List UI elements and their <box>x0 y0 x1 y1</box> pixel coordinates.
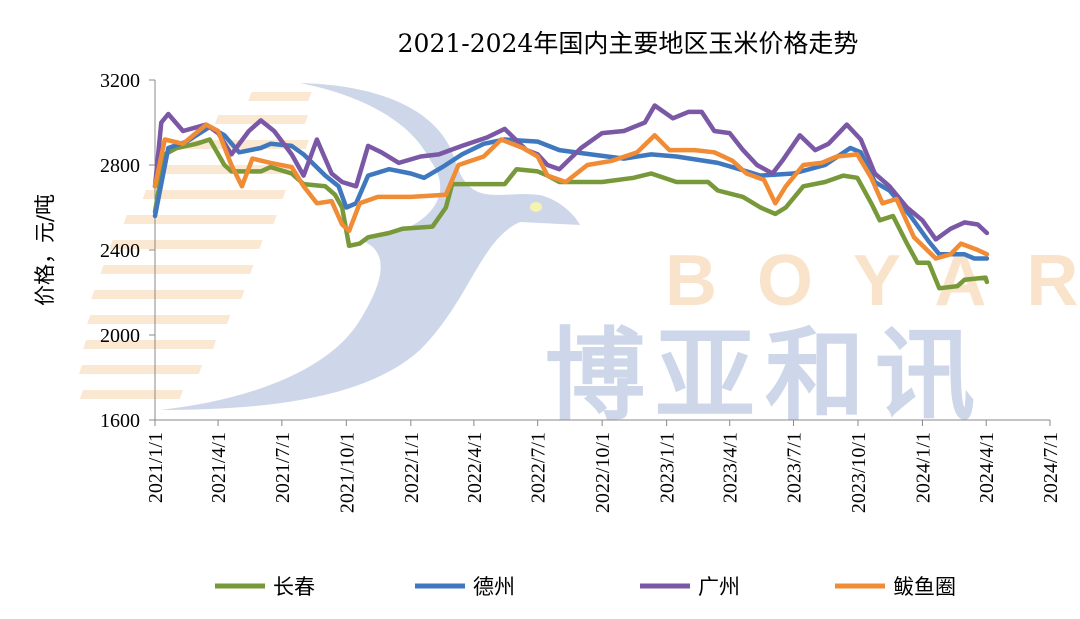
watermark-bird-eye <box>530 202 542 212</box>
y-ticks: 1600 2000 2400 2800 3200 <box>100 70 155 432</box>
x-tick-label: 2021/4/1 <box>208 432 230 503</box>
x-tick-label: 2022/10/1 <box>592 432 614 513</box>
y-tick-label: 2400 <box>100 240 140 262</box>
series-line-2 <box>152 103 990 242</box>
y-tick-label: 2800 <box>100 155 140 177</box>
x-tick-label: 2024/7/1 <box>1040 432 1062 503</box>
series-line-3 <box>152 122 990 261</box>
x-tick-label: 2023/10/1 <box>848 432 870 513</box>
x-tick-label: 2021/10/1 <box>336 432 358 513</box>
x-tick-label: 2024/1/1 <box>912 432 934 503</box>
watermark-logo: BOYAR 博亚和讯 <box>78 83 1080 434</box>
x-tick-label: 2021/7/1 <box>272 432 294 503</box>
legend-item: 广州 <box>640 575 740 599</box>
x-tick-label: 2022/7/1 <box>528 432 550 503</box>
x-tick-label: 2022/4/1 <box>464 432 486 503</box>
watermark-chinese: 博亚和讯 <box>545 317 985 434</box>
x-tick-label: 2023/7/1 <box>783 432 805 503</box>
chart-title: 2021-2024年国内主要地区玉米价格走势 <box>398 29 859 58</box>
legend-item: 鲅鱼圈 <box>835 575 956 599</box>
legend: 长春 德州 广州 鲅鱼圈 <box>215 575 956 599</box>
legend-label: 德州 <box>473 575 515 599</box>
watermark-latin: BOYAR <box>665 241 1080 321</box>
series-lines <box>152 103 990 291</box>
legend-label: 长春 <box>273 575 315 599</box>
legend-item: 德州 <box>415 575 515 599</box>
x-tick-label: 2022/1/1 <box>401 432 423 503</box>
x-tick-label: 2024/4/1 <box>976 432 998 503</box>
y-axis-label: 价格，元/吨 <box>33 194 57 306</box>
x-tick-label: 2021/1/1 <box>145 432 167 503</box>
legend-item: 长春 <box>215 575 315 599</box>
legend-label: 鲅鱼圈 <box>893 575 956 599</box>
legend-label: 广州 <box>698 575 740 599</box>
y-tick-label: 3200 <box>100 70 140 92</box>
watermark-bird <box>160 83 580 410</box>
y-tick-label: 1600 <box>100 410 140 432</box>
x-tick-label: 2023/4/1 <box>720 432 742 503</box>
x-ticks: 2021/1/1 2021/4/1 2021/7/1 2021/10/1 2022/1/… <box>145 420 1062 513</box>
x-tick-label: 2023/1/1 <box>657 432 679 503</box>
y-tick-label: 2000 <box>100 325 140 347</box>
